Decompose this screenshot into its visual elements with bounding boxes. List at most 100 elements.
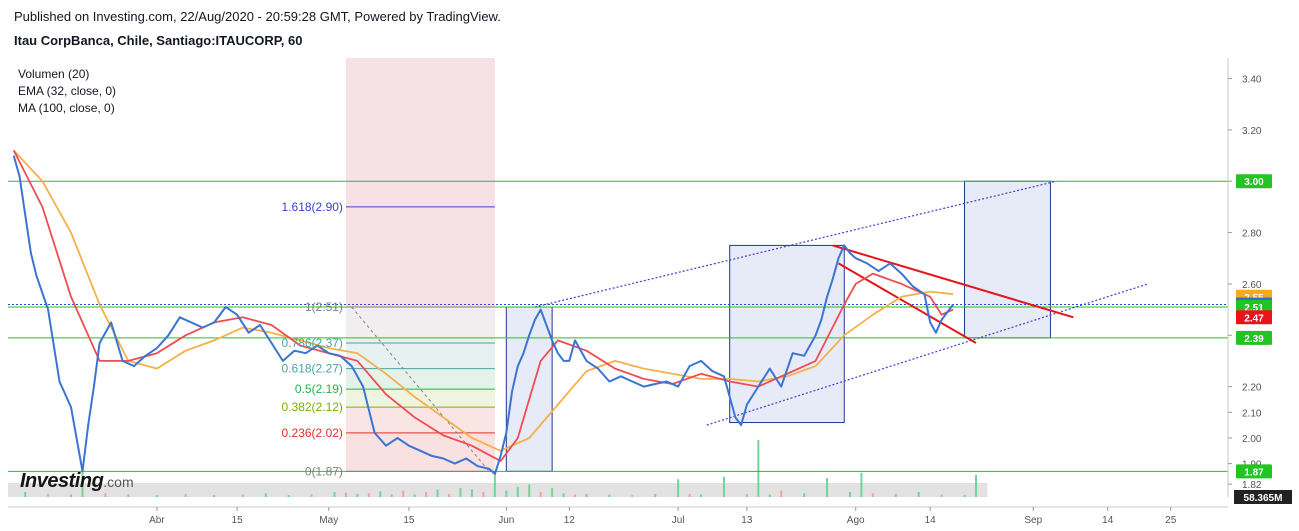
volume-bar <box>390 494 393 497</box>
volume-bar <box>677 479 680 497</box>
fib-zone-1 <box>345 307 495 343</box>
volume-bar <box>539 491 542 497</box>
fib-level-label: 0.786(2.37) <box>282 336 343 350</box>
fib-zone-4 <box>345 389 495 408</box>
volume-bar <box>448 493 451 497</box>
range-box-2 <box>964 180 1051 339</box>
x-tick-label: Abr <box>149 515 165 526</box>
fib-zone-6 <box>345 432 495 472</box>
legend-item-ma[interactable]: MA (100, close, 0) <box>18 101 115 115</box>
volume-bar <box>241 494 244 497</box>
volume-bar <box>379 491 382 497</box>
price-tag <box>1236 464 1272 479</box>
wedge-trend-line <box>832 244 1074 319</box>
volume-bar <box>826 478 829 497</box>
horizontal-levels <box>8 180 1228 472</box>
volume-tag <box>1234 490 1292 504</box>
volume-bar <box>780 490 783 497</box>
volume-bar <box>516 486 519 497</box>
ema-line <box>12 149 954 463</box>
series-lines <box>12 149 954 475</box>
volume-bars <box>8 440 988 497</box>
axes: 3.403.203.002.802.602.402.202.102.001.90… <box>8 58 1292 526</box>
volume-bar <box>608 494 611 497</box>
price-line <box>12 155 954 475</box>
price-tag-label: 2.39 <box>1244 334 1264 345</box>
volume-bar <box>917 491 920 497</box>
y-tick-label: 1.82 <box>1242 480 1262 491</box>
fib-level-label: 0.382(2.12) <box>282 400 343 414</box>
y-tick-label: 2.80 <box>1242 229 1262 240</box>
fib-zone-3 <box>345 368 495 390</box>
volume-bar <box>722 476 725 497</box>
volume-bar <box>470 489 473 497</box>
volume-bar <box>860 472 863 497</box>
volume-bar <box>81 466 84 497</box>
indicator-legend: Volumen (20) EMA (32, close, 0) MA (100,… <box>18 66 116 117</box>
drawings <box>345 180 1148 472</box>
volume-bar <box>551 488 554 497</box>
channel-line <box>534 180 1057 308</box>
fib-labels: 1.618(2.90) 1(2.51) 0.786(2.37) 0.618(2.27)… <box>282 200 343 478</box>
y-tick-label: 2.20 <box>1242 383 1262 394</box>
price-tag-label: 1.87 <box>1244 467 1264 478</box>
volume-bar <box>505 490 508 497</box>
volume-bar <box>493 471 496 497</box>
fib-level-label: 0.618(2.27) <box>282 362 343 376</box>
volume-band <box>8 483 988 497</box>
legend-item-ema[interactable]: EMA (32, close, 0) <box>18 84 117 98</box>
volume-bar <box>436 489 439 497</box>
y-tick-label: 3.40 <box>1242 75 1262 86</box>
volume-bar <box>940 494 943 497</box>
volume-bar <box>963 495 966 497</box>
x-tick-label: Jul <box>672 515 685 526</box>
x-tick-label: 15 <box>403 515 415 526</box>
price-tag <box>1236 310 1272 325</box>
volume-bar <box>757 440 760 497</box>
ma-line <box>13 149 954 452</box>
wedge-trend-line <box>838 262 977 344</box>
x-tick-label: 15 <box>232 515 244 526</box>
investing-logo: Investing.com <box>20 470 134 493</box>
volume-tag-label: 58.365M <box>1244 493 1283 504</box>
price-tag-label: 2.47 <box>1244 313 1264 324</box>
volume-bar <box>459 488 462 497</box>
fib-zone-2 <box>345 342 495 369</box>
volume-bar <box>871 493 874 497</box>
volume-bar <box>127 494 130 497</box>
fib-level-label: 0(1.87) <box>305 464 343 478</box>
x-tick-label: 12 <box>564 515 576 526</box>
volume-bar <box>974 474 977 497</box>
range-box-1 <box>729 244 845 424</box>
x-tick-label: 13 <box>741 515 753 526</box>
symbol-title: Itau CorpBanca, Chile, Santiago:ITAUCORP… <box>14 33 303 48</box>
publish-info: Published on Investing.com, 22/Aug/2020 … <box>14 9 501 24</box>
volume-bar <box>104 493 107 497</box>
volume-bar <box>768 494 771 497</box>
volume-bar <box>310 494 313 497</box>
volume-bar <box>70 494 73 497</box>
volume-bar <box>562 493 565 497</box>
price-tag <box>1236 174 1272 189</box>
volume-bar <box>745 493 748 497</box>
volume-bar <box>213 495 216 497</box>
volume-bar <box>425 491 428 497</box>
volume-bar <box>287 495 290 497</box>
volume-bar <box>482 491 485 497</box>
price-tag-label: 3.00 <box>1244 177 1264 188</box>
x-tick-label: Sep <box>1024 515 1042 526</box>
volume-bar <box>47 493 50 497</box>
x-tick-label: Ago <box>847 515 865 526</box>
volume-bar <box>848 491 851 497</box>
fib-level-label: 1.618(2.90) <box>282 200 343 214</box>
volume-bar <box>528 484 531 497</box>
volume-bar <box>894 493 897 497</box>
volume-bar <box>700 494 703 497</box>
x-tick-label: May <box>319 515 338 526</box>
x-tick-label: 25 <box>1165 515 1177 526</box>
volume-bar <box>155 495 158 497</box>
y-tick-label: 2.00 <box>1242 434 1262 445</box>
logo-brand: Investing <box>20 470 104 492</box>
legend-item-volume[interactable]: Volumen (20) <box>18 67 90 81</box>
